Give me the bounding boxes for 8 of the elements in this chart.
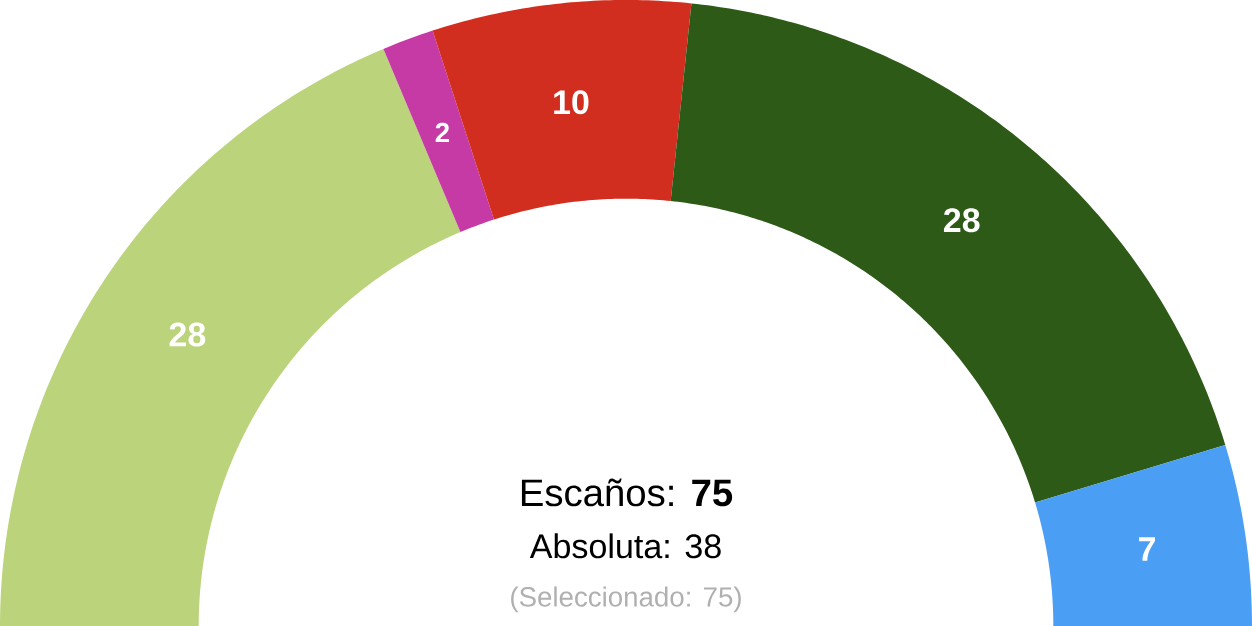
data-label: 2 (435, 122, 450, 143)
data-label: 7 (1139, 537, 1155, 561)
data-label: 28 (943, 208, 980, 233)
text: Escaños: 75 (521, 478, 733, 507)
data-label: 10 (554, 90, 589, 115)
text: Absoluta: 38 (529, 533, 721, 559)
text: (Seleccionado: 75) (511, 586, 741, 613)
data-label: 28 (169, 322, 206, 347)
